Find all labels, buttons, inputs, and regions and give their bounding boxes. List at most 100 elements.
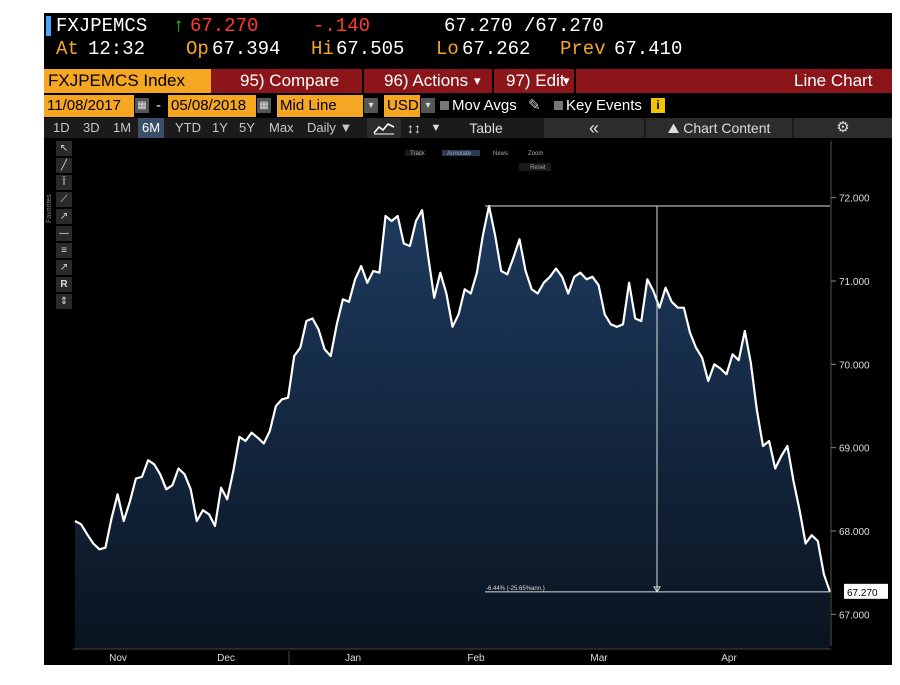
x-tick-label: Nov [109,653,127,664]
chart-content-label: Chart Content [683,120,771,136]
prev-price: 67.410 [614,38,683,60]
open-label: Op [186,38,209,60]
y-axis-background [831,141,892,665]
menu-divider [362,69,364,93]
checkbox[interactable] [554,101,563,110]
ticker-marker [46,16,51,36]
info-icon[interactable]: i [651,98,665,113]
compare-button[interactable]: 95) Compare [240,71,340,90]
currency-select[interactable]: USD [384,95,420,117]
chart-content-icon: ⛰ [667,120,680,136]
key-events-toggle[interactable]: Key Events [554,95,642,117]
range-5y-button[interactable]: 5Y [239,120,255,135]
annotate-button[interactable]: Annotate [447,151,472,157]
net-change: -.140 [313,15,371,37]
y-tick-label: 68.000 [839,527,870,538]
track-button[interactable]: Track [410,151,426,157]
end-date-field[interactable]: 05/08/2018 [168,95,256,117]
x-tick-label: Apr [721,653,737,664]
channel-icon[interactable]: ≡ [56,243,72,258]
mov-avgs-label: Mov Avgs [452,97,517,114]
annotate-button-bg[interactable] [442,150,480,156]
open-price: 67.394 [212,38,281,60]
price-chart[interactable]: -6.44% (-25.65%ann.) 72.000 71.000 70.000 6… [44,141,892,665]
frequency-select[interactable]: Daily ▼ [307,118,352,138]
measurement-annotation[interactable]: -6.44% (-25.65%ann.) [485,205,830,593]
calendar-icon[interactable]: ▦ [135,98,149,113]
quote-time: 12:32 [88,38,146,60]
high-price: 67.505 [336,38,405,60]
x-tick-label: Mar [590,653,608,664]
high-label: Hi [311,38,334,60]
drawing-toolbar: ↖ ╱ Ī ⟋ ↗ — ≡ ↗ R ⇕ [56,141,74,311]
calendar-icon[interactable]: ▦ [257,98,271,113]
reset-button[interactable]: Reset [530,165,546,171]
prev-label: Prev [560,38,606,60]
menu-divider [492,69,494,93]
gear-icon[interactable]: ⚙ [794,118,892,138]
last-price: 67.270 [190,15,259,37]
chevron-down-icon[interactable]: ▾ [421,98,435,113]
date-range-dash: - [156,97,161,114]
x-axis: NovDecJanFebMarApr20172018 [73,648,831,665]
ray-icon[interactable]: ↗ [56,260,72,275]
reset-button-bg[interactable] [519,163,551,171]
chevron-down-icon[interactable]: ▾ [364,98,378,113]
mov-avgs-toggle[interactable]: Mov Avgs [440,95,517,117]
actions-button[interactable]: 96) Actions [384,71,469,90]
chart-options-bar: 11/08/2017 ▦ - 05/08/2018 ▦ Mid Line ▾ U… [44,95,892,117]
edit-caret-icon[interactable]: ▾ [563,73,570,88]
price-type-select[interactable]: Mid Line [277,95,363,117]
expand-icon[interactable]: ⇕ [56,294,72,309]
range-ytd-button[interactable]: YTD [175,120,201,135]
up-arrow-icon: ↑ [173,15,185,37]
edit-button[interactable]: 97) Edit [506,71,565,90]
range-max-button[interactable]: Max [269,120,294,135]
last-price-label: 67.270 [847,588,878,599]
range-1y-button[interactable]: 1Y [212,120,228,135]
security-field[interactable]: FXJPEMCS Index [44,69,211,93]
down-arrow-icon [653,586,661,593]
x-tick-label: Dec [217,653,235,664]
range-3d-button[interactable]: 3D [83,120,100,135]
y-axis: 72.000 71.000 70.000 69.000 68.000 67.000 67.2… [830,141,892,665]
range-6m-button[interactable]: 6M [138,118,165,138]
bid-ask: 67.270 /67.270 [444,15,604,37]
chart-mode-controls: Track Annotate News Zoom Reset [405,150,551,171]
checkbox[interactable] [440,101,449,110]
actions-caret-icon[interactable]: ▾ [474,73,481,88]
x-axis-background [73,649,831,665]
menu-divider [574,69,576,93]
pen-icon[interactable]: ╱ [56,158,72,173]
function-menu-bar: FXJPEMCS Index 95) Compare 96) Actions ▾… [44,69,892,93]
y-tick-label: 72.000 [839,194,870,205]
chevron-down-icon: ▼ [339,120,353,135]
hline-icon[interactable]: — [56,226,72,241]
track-button-bg[interactable] [405,150,422,156]
line-chart-type-icon[interactable] [367,118,401,138]
bar-chart-type-icon[interactable]: ↕↕ [407,120,421,136]
cursor-icon[interactable]: ↖ [56,141,72,156]
collapse-button[interactable]: « [544,118,644,138]
chevron-down-icon[interactable]: ▼ [430,122,442,134]
time-range-bar: 1D 3D 1M 6M YTD 1Y 5Y Max Daily ▼ ↕↕ ▼ T… [44,118,892,138]
arrow-icon[interactable]: ↗ [56,209,72,224]
r-tool-icon[interactable]: R [56,277,72,292]
x-tick-label: Feb [467,653,485,664]
quote-header: FXJPEMCS ↑ 67.270 -.140 67.270 /67.270 A… [44,13,892,61]
trendline-icon[interactable]: ⟋ [56,192,72,207]
fib-icon[interactable]: Ī [56,175,72,190]
news-button[interactable]: News [493,151,508,157]
range-1m-button[interactable]: 1M [113,120,132,135]
start-date-field[interactable]: 11/08/2017 [44,95,134,117]
y-tick-label: 67.000 [839,610,870,621]
zoom-button[interactable]: Zoom [528,151,543,157]
table-button[interactable]: Table [469,120,503,136]
pen-icon[interactable]: ✎ [528,97,541,114]
ticker-symbol: FXJPEMCS [56,15,148,37]
bloomberg-terminal-window: FXJPEMCS ↑ 67.270 -.140 67.270 /67.270 A… [44,13,892,665]
low-label: Lo [436,38,459,60]
measure-label: -6.44% (-25.65%ann.) [486,586,545,592]
range-1d-button[interactable]: 1D [53,120,70,135]
chart-content-button[interactable]: ⛰ Chart Content [646,118,792,138]
